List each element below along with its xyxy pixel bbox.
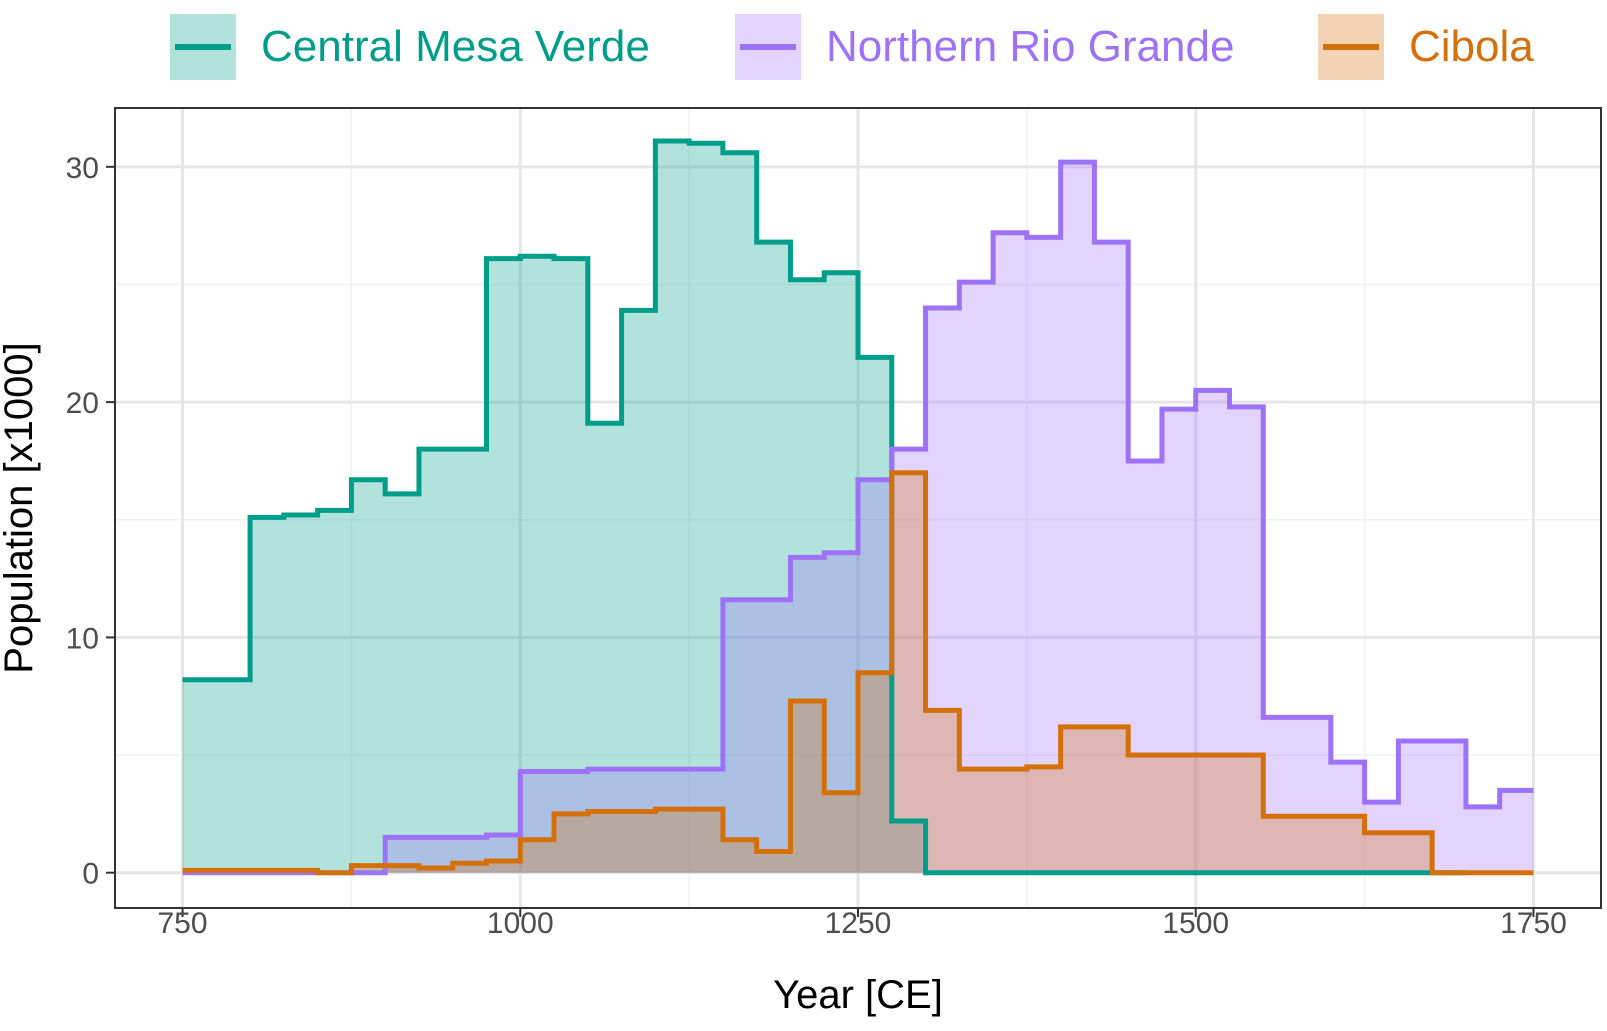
legend-label: Central Mesa Verde <box>261 22 650 71</box>
legend: Central Mesa Verde Northern Rio Grande Cib… <box>170 14 1534 80</box>
y-axis-label: Population [x1000] <box>0 342 41 673</box>
x-tick-label: 1750 <box>1500 907 1567 940</box>
x-tick-label: 1250 <box>825 907 892 940</box>
x-tick-label: 1500 <box>1162 907 1229 940</box>
legend-label: Cibola <box>1409 22 1534 71</box>
x-axis-label: Year [CE] <box>773 973 943 1017</box>
y-tick-label: 30 <box>66 152 99 185</box>
y-tick-label: 10 <box>66 622 99 655</box>
legend-label: Northern Rio Grande <box>826 22 1234 71</box>
x-tick-label: 1000 <box>487 907 554 940</box>
line-central-mesa-verde <box>182 138 1466 876</box>
y-axis-ticks: 0 10 20 30 <box>66 152 115 891</box>
area-central-mesa-verde <box>182 140 1466 873</box>
x-axis-ticks: 750 1000 1250 1500 1750 <box>158 907 1567 940</box>
y-tick-label: 0 <box>82 858 99 891</box>
x-tick-label: 750 <box>158 907 208 940</box>
line-northern-rio-grande <box>182 159 1534 876</box>
y-tick-label: 20 <box>66 387 99 420</box>
series-lines <box>182 138 1534 876</box>
line-cibola <box>182 470 1534 876</box>
